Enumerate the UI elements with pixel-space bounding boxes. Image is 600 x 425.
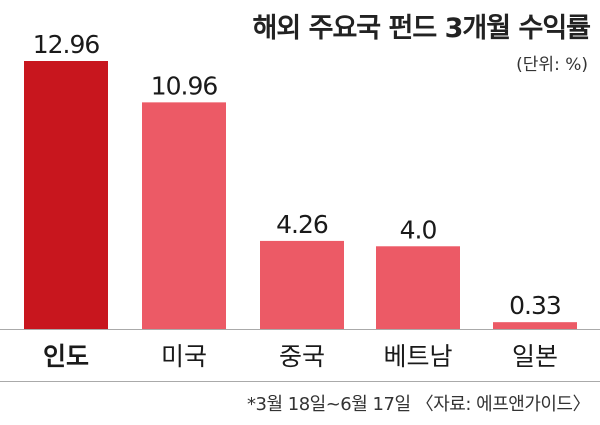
value-label-0: 12.96: [33, 30, 100, 59]
category-label-2: 중국: [279, 342, 325, 371]
category-label-3: 베트남: [383, 342, 452, 371]
bar-2: [260, 240, 344, 329]
unit-note: (단위: %): [516, 55, 588, 75]
bar-3: [376, 246, 460, 329]
footnote: *3월 18일~6월 17일 〈자료: 에프앤가이드〉: [247, 394, 590, 415]
chart-title: 해외 주요국 펀드 3개월 수익률: [252, 13, 591, 44]
value-label-3: 4.0: [400, 215, 437, 244]
value-label-1: 10.96: [151, 71, 218, 100]
value-label-2: 4.26: [276, 210, 328, 239]
bar-0: [24, 61, 108, 329]
bar-1: [142, 102, 226, 329]
category-label-4: 일본: [512, 342, 558, 371]
bar-4: [493, 322, 577, 329]
category-label-0: 인도: [43, 342, 89, 371]
category-label-1: 미국: [161, 342, 207, 371]
value-label-4: 0.33: [509, 291, 561, 320]
